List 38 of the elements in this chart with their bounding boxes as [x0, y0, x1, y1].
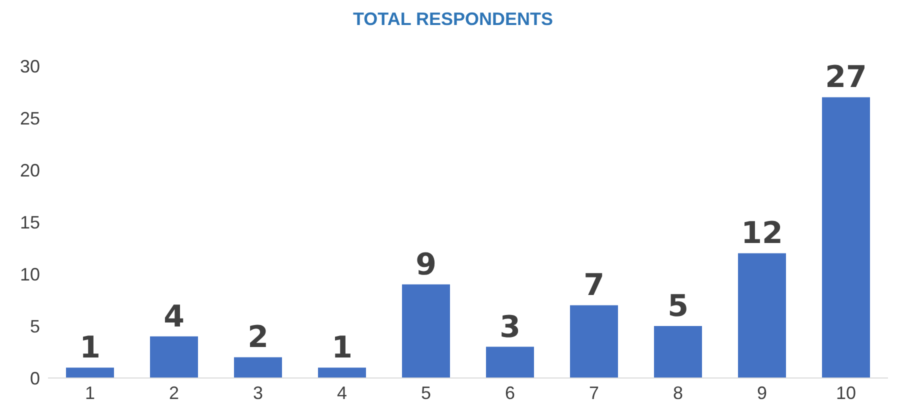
- bar: [486, 346, 534, 378]
- bar: [318, 368, 366, 378]
- data-label: 1: [332, 330, 352, 366]
- data-label: 7: [584, 268, 604, 304]
- data-label: 5: [668, 289, 688, 324]
- bar: [570, 305, 618, 378]
- x-tick-label: 4: [336, 382, 348, 403]
- bar: [234, 357, 282, 378]
- bar: [738, 253, 786, 378]
- x-tick-label: 7: [588, 382, 600, 403]
- x-tick-label: 2: [168, 382, 180, 403]
- x-tick-label: 6: [504, 382, 516, 403]
- y-tick-label: 10: [20, 264, 40, 284]
- x-tick-label: 8: [672, 382, 684, 403]
- data-label: 1: [80, 330, 100, 366]
- data-label: 9: [416, 247, 436, 282]
- bar: [654, 326, 702, 378]
- data-label: 4: [164, 299, 184, 334]
- data-label: 2: [248, 320, 268, 356]
- y-tick-label: 20: [20, 160, 40, 180]
- bar: [150, 336, 198, 378]
- y-tick-label: 0: [30, 368, 40, 388]
- x-tick-label: 3: [252, 382, 264, 403]
- data-label: 3: [500, 310, 520, 345]
- y-tick-label: 30: [20, 56, 40, 76]
- y-tick-label: 15: [20, 212, 40, 232]
- chart-title: TOTAL RESPONDENTS: [352, 8, 554, 30]
- x-tick-label: 9: [756, 382, 768, 403]
- bar: [822, 97, 870, 378]
- y-tick-label: 5: [30, 316, 40, 336]
- y-tick-label: 25: [20, 108, 40, 128]
- bar: [402, 284, 450, 378]
- x-tick-label: 1: [84, 382, 96, 403]
- x-tick-label: 5: [420, 382, 432, 403]
- data-label: 12: [741, 216, 783, 252]
- bar: [66, 368, 114, 378]
- data-label: 27: [825, 60, 867, 96]
- x-tick-label: 10: [836, 382, 856, 403]
